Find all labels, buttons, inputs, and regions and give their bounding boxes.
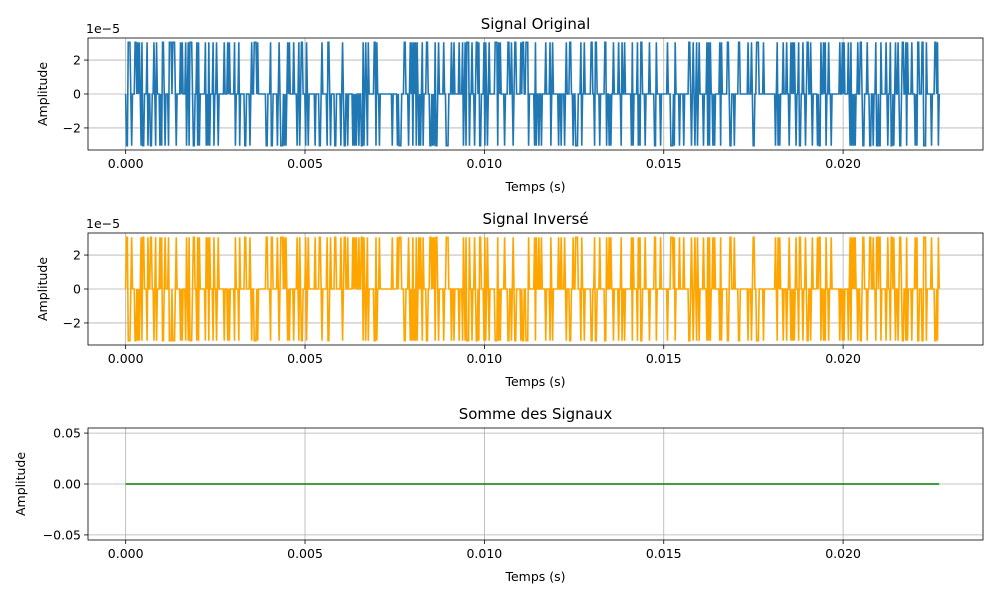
y-tick-label: 0.00 [53,477,81,492]
subplot-3: 0.000 0.005 0.010 0.015 0.020 −0.05 0.00 0.05 So… [13,405,984,584]
x-tick-label: 0.005 [287,156,323,171]
series-line [124,236,941,342]
x-axis-label: Temps (s) [504,374,565,389]
y-tick-label: 0 [73,87,81,102]
x-tick-label: 0.020 [825,351,861,366]
x-tick-label: 0.005 [287,546,323,561]
x-tick-label: 0.010 [466,351,502,366]
y-tick-label: −2 [63,315,81,330]
y-tick-label: 0 [73,282,81,297]
series-line [124,41,941,147]
y-offset-label: 1e−5 [86,21,120,36]
x-tick-label: 0.020 [825,546,861,561]
chart-title: Signal Inversé [482,210,588,228]
x-tick-label: 0.000 [108,546,144,561]
y-axis-label: Amplitude [35,62,50,126]
y-tick-label: −2 [63,120,81,135]
x-tick-label: 0.005 [287,351,323,366]
x-tick-label: 0.015 [646,351,682,366]
y-tick-label: 2 [73,53,81,68]
x-tick-label: 0.015 [646,546,682,561]
y-tick-label: 0.05 [53,426,81,441]
x-tick-label: 0.000 [108,156,144,171]
x-tick-label: 0.020 [825,156,861,171]
y-axis-label: Amplitude [13,452,28,516]
x-axis-label: Temps (s) [504,569,565,584]
chart-title: Somme des Signaux [459,405,613,423]
y-axis-label: Amplitude [35,257,50,321]
x-tick-label: 0.015 [646,156,682,171]
x-tick-label: 0.000 [108,351,144,366]
x-axis-label: Temps (s) [504,179,565,194]
subplot-2: 0.000 0.005 0.010 0.015 0.020 −2 0 2 1e−5 Signal … [35,210,984,389]
subplot-1: 0.000 0.005 0.010 0.015 0.020 −2 0 2 1e−5 Signal … [35,15,984,194]
x-tick-label: 0.010 [466,546,502,561]
x-tick-label: 0.010 [466,156,502,171]
chart-title: Signal Original [481,15,591,33]
y-tick-label: 2 [73,248,81,263]
y-offset-label: 1e−5 [86,216,120,231]
y-tick-label: −0.05 [43,527,81,542]
